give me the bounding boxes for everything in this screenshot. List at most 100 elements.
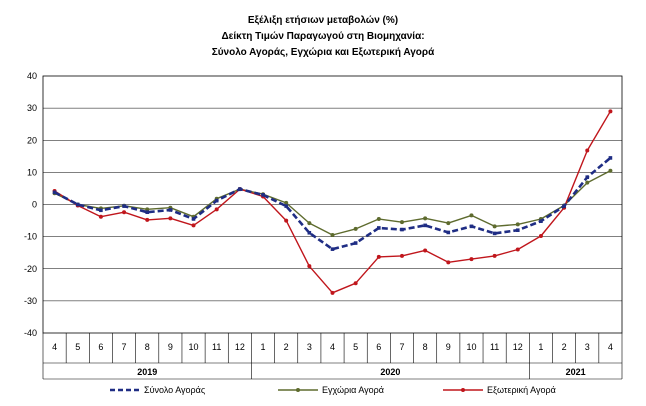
chart-title: Εξέλιξη ετήσιων μεταβολών (%) Δείκτη Τιμ… <box>0 13 646 61</box>
data-point <box>446 230 451 235</box>
data-point <box>122 210 127 215</box>
legend-swatch-domestic-market <box>278 388 318 392</box>
data-point <box>284 200 289 205</box>
legend-item-total-market: Σύνολο Αγοράς <box>110 385 205 395</box>
data-point <box>168 216 173 221</box>
y-tick-label: -40 <box>24 328 37 338</box>
data-point <box>585 175 590 179</box>
x-tick-label: 10 <box>466 342 476 352</box>
data-point <box>330 233 335 238</box>
year-label: 2020 <box>380 367 400 377</box>
data-point <box>238 187 242 191</box>
data-point <box>469 224 474 229</box>
data-point <box>423 248 428 253</box>
data-point <box>400 227 404 232</box>
data-point <box>562 204 566 208</box>
data-point <box>515 228 520 232</box>
data-point <box>376 254 381 259</box>
data-point <box>423 223 427 228</box>
x-tick-label: 12 <box>513 342 523 352</box>
data-point <box>145 207 150 212</box>
data-point <box>145 210 150 215</box>
data-point <box>52 190 57 195</box>
data-point <box>75 202 80 207</box>
data-point <box>538 233 543 238</box>
data-point <box>446 221 451 226</box>
data-point <box>399 253 404 258</box>
data-point <box>353 241 358 245</box>
data-point <box>492 224 497 229</box>
y-tick-label: -20 <box>24 264 37 274</box>
data-point <box>399 220 404 225</box>
chart-title-line-2: Δείκτη Τιμών Παραγωγού στη Βιομηχανία: <box>221 31 425 42</box>
data-point <box>99 208 103 213</box>
x-tick-label: 8 <box>423 342 428 352</box>
data-point <box>191 223 196 228</box>
y-tick-label: 0 <box>32 200 37 210</box>
year-label: 2021 <box>566 367 586 377</box>
data-point <box>377 226 381 230</box>
x-tick-label: 7 <box>122 342 127 352</box>
x-tick-label: 11 <box>490 342 499 352</box>
y-tick-label: 30 <box>27 103 37 113</box>
data-point <box>307 221 312 226</box>
x-tick-label: 4 <box>608 342 613 352</box>
chart-legend: Σύνολο Αγοράς Εγχώρια Αγορά Εξωτερική Αγ… <box>0 385 646 403</box>
x-tick-label: 12 <box>235 342 245 352</box>
data-point <box>515 222 520 227</box>
data-point <box>376 216 381 221</box>
x-tick-label: 11 <box>212 342 221 352</box>
x-tick-label: 9 <box>168 342 173 352</box>
data-point <box>515 247 520 252</box>
data-point <box>608 156 613 160</box>
y-tick-label: -30 <box>24 296 37 306</box>
x-tick-label: 1 <box>261 342 266 352</box>
data-point <box>446 260 451 265</box>
chart-title-line-3: Σύνολο Αγοράς, Εγχώρια και Εξωτερική Αγο… <box>211 47 435 58</box>
x-tick-label: 5 <box>353 342 358 352</box>
chart-title-line-1: Εξέλιξη ετήσιων μεταβολών (%) <box>247 15 399 26</box>
data-point <box>307 264 312 269</box>
data-point <box>423 216 428 221</box>
data-point <box>98 214 103 219</box>
x-tick-label: 1 <box>538 342 543 352</box>
x-tick-label: 4 <box>52 342 57 352</box>
data-point <box>284 218 289 223</box>
data-point <box>284 204 288 208</box>
legend-label-total-market: Σύνολο Αγοράς <box>144 385 206 395</box>
x-tick-label: 6 <box>376 342 381 352</box>
legend-item-external-market: Εξωτερική Αγορά <box>443 385 556 395</box>
x-tick-label: 6 <box>98 342 103 352</box>
y-tick-label: 20 <box>27 135 37 145</box>
year-label: 2019 <box>137 367 157 377</box>
data-point <box>330 247 335 251</box>
x-tick-label: 2 <box>284 342 289 352</box>
data-point <box>330 290 335 295</box>
data-point <box>608 168 613 173</box>
data-point <box>261 193 265 197</box>
data-point <box>191 217 196 221</box>
y-tick-label: 10 <box>27 167 37 177</box>
x-tick-label: 2 <box>562 342 567 352</box>
x-tick-label: 8 <box>145 342 150 352</box>
data-point <box>214 198 219 203</box>
x-tick-label: 5 <box>75 342 80 352</box>
data-point <box>492 253 497 258</box>
data-point <box>168 208 173 212</box>
x-tick-label: 9 <box>446 342 451 352</box>
data-point <box>469 213 474 218</box>
legend-label-external-market: Εξωτερική Αγορά <box>487 385 556 395</box>
data-point <box>585 180 590 185</box>
legend-swatch-external-market <box>443 388 483 392</box>
data-point <box>122 204 126 208</box>
legend-item-domestic-market: Εγχώρια Αγορά <box>278 385 384 395</box>
data-point <box>608 109 613 114</box>
y-tick-label: -10 <box>24 232 37 242</box>
data-point <box>353 226 358 231</box>
legend-label-domestic-market: Εγχώρια Αγορά <box>322 385 385 395</box>
data-point <box>214 207 219 212</box>
data-point <box>539 219 543 224</box>
legend-swatch-total-market <box>110 388 140 392</box>
data-point <box>307 230 312 235</box>
